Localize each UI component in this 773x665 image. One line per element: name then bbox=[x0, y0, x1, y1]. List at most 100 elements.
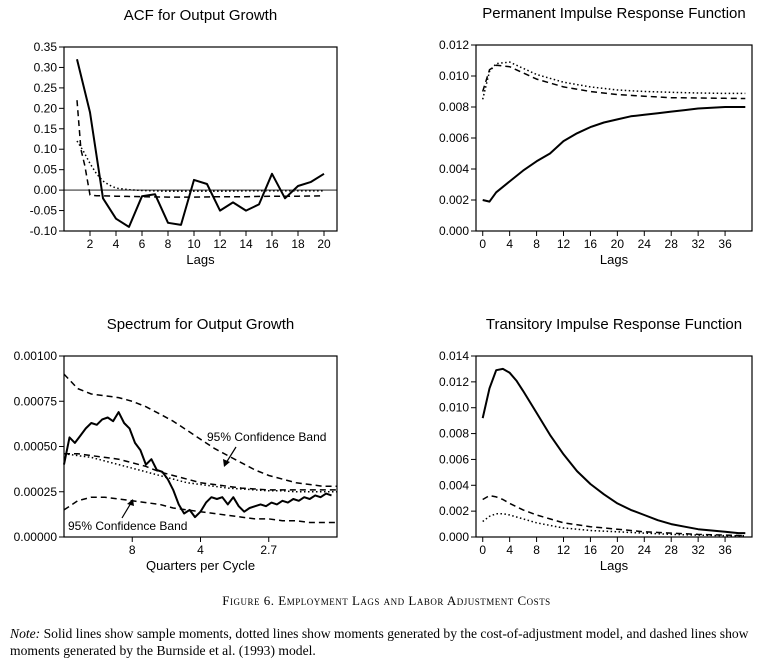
y-tick-label: 0.20 bbox=[34, 101, 58, 115]
x-tick-label: 16 bbox=[265, 237, 279, 251]
series-line-dashed bbox=[76, 100, 325, 198]
x-tick-label: 16 bbox=[584, 237, 598, 251]
x-tick-label: 4 bbox=[197, 543, 204, 557]
y-tick-label: 0.10 bbox=[34, 142, 58, 156]
panel-acf: ACF for Output Growth Lags -0.10 -0.05 0.0… bbox=[30, 7, 338, 267]
series-line-dotted bbox=[76, 140, 324, 193]
x-axis-label: Lags bbox=[600, 252, 629, 267]
x-tick-label: 0 bbox=[479, 237, 486, 251]
series-line-solid bbox=[482, 106, 746, 203]
x-tick-label: 8 bbox=[533, 237, 540, 251]
y-tick-label: -0.10 bbox=[30, 224, 58, 238]
x-tick-label: 2 bbox=[87, 237, 94, 251]
y-tick-label: 0.008 bbox=[439, 427, 469, 441]
x-tick-label: 14 bbox=[239, 237, 253, 251]
x-tick-label: 20 bbox=[611, 237, 625, 251]
figure-caption: Figure 6. Employment Lags and Labor Adju… bbox=[222, 593, 551, 608]
series-line-dotted bbox=[481, 61, 746, 100]
x-tick-label: 4 bbox=[506, 237, 513, 251]
series-line-dashed bbox=[63, 373, 337, 488]
x-tick-label: 32 bbox=[691, 237, 705, 251]
x-tick-label: 24 bbox=[638, 237, 652, 251]
y-tick-label: 0.012 bbox=[439, 375, 469, 389]
y-tick-label: 0.004 bbox=[439, 162, 469, 176]
annotation-arrowhead-upper bbox=[223, 459, 230, 467]
x-tick-label: 20 bbox=[611, 543, 625, 557]
x-tick-label: 2.7 bbox=[260, 543, 277, 557]
x-tick-label: 10 bbox=[187, 237, 201, 251]
y-tick-label: 0.30 bbox=[34, 60, 58, 74]
series-line-dashed bbox=[64, 452, 337, 491]
chart-title: ACF for Output Growth bbox=[124, 7, 277, 24]
note-text: Solid lines show sample moments, dotted … bbox=[10, 626, 749, 658]
x-tick-label: 6 bbox=[139, 237, 146, 251]
y-tick-label: 0.00100 bbox=[14, 349, 58, 363]
plot-frame bbox=[63, 46, 338, 232]
x-tick-label: 20 bbox=[317, 237, 331, 251]
annotation-arrow-upper bbox=[225, 446, 237, 464]
x-tick-label: 4 bbox=[506, 543, 513, 557]
y-tick-label: 0.35 bbox=[34, 40, 58, 54]
panel-permanent-irf: Permanent Impulse Response Function Lags… bbox=[439, 5, 753, 267]
series-line-solid bbox=[76, 59, 325, 228]
annotation-arrowhead-lower bbox=[127, 499, 134, 506]
series-line-dashed bbox=[63, 496, 337, 524]
series-line-solid bbox=[481, 367, 746, 535]
y-tick-label: 0.00025 bbox=[14, 485, 58, 499]
note-label: Note: bbox=[10, 626, 41, 641]
x-tick-label: 36 bbox=[718, 237, 732, 251]
series-line-dashed bbox=[481, 64, 746, 100]
y-tick-label: 0.15 bbox=[34, 122, 58, 136]
y-tick-label: 0.00075 bbox=[14, 394, 58, 408]
x-tick-label: 12 bbox=[557, 237, 571, 251]
y-tick-label: 0.25 bbox=[34, 81, 58, 95]
y-tick-label: 0.05 bbox=[34, 163, 58, 177]
y-tick-label: 0.008 bbox=[439, 100, 469, 114]
y-tick-label: 0.012 bbox=[439, 38, 469, 52]
x-tick-label: 8 bbox=[165, 237, 172, 251]
y-tick-label: 0.002 bbox=[439, 193, 469, 207]
x-axis-label: Quarters per Cycle bbox=[146, 558, 255, 573]
chart-title: Transitory Impulse Response Function bbox=[486, 316, 742, 333]
panel-spectrum: Spectrum for Output Growth Quarters per … bbox=[14, 316, 338, 573]
plot-frame bbox=[475, 44, 753, 232]
y-tick-label: 0.010 bbox=[439, 69, 469, 83]
x-tick-label: 28 bbox=[665, 543, 679, 557]
x-tick-label: 4 bbox=[113, 237, 120, 251]
y-tick-label: 0.010 bbox=[439, 401, 469, 415]
figure-note: Note: Solid lines show sample moments, d… bbox=[10, 625, 765, 659]
y-tick-label: 0.006 bbox=[439, 131, 469, 145]
x-tick-label: 8 bbox=[533, 543, 540, 557]
x-tick-label: 24 bbox=[638, 543, 652, 557]
x-axis-label: Lags bbox=[186, 252, 215, 267]
chart-title: Permanent Impulse Response Function bbox=[482, 5, 745, 22]
annotation-upper-band: 95% Confidence Band bbox=[207, 430, 326, 444]
x-tick-label: 12 bbox=[557, 543, 571, 557]
x-tick-label: 0 bbox=[479, 543, 486, 557]
y-tick-label: 0.002 bbox=[439, 504, 469, 518]
y-tick-label: 0.00 bbox=[34, 183, 58, 197]
series-line-dotted bbox=[63, 452, 337, 493]
figure-panels: ACF for Output Growth Lags -0.10 -0.05 0.0… bbox=[14, 5, 753, 573]
panel-transitory-irf: Transitory Impulse Response Function Lag… bbox=[439, 316, 753, 573]
chart-title: Spectrum for Output Growth bbox=[107, 316, 295, 333]
y-tick-label: 0.000 bbox=[439, 530, 469, 544]
x-tick-label: 18 bbox=[291, 237, 305, 251]
series-line-dotted bbox=[482, 512, 746, 537]
y-tick-label: 0.000 bbox=[439, 224, 469, 238]
y-tick-label: 0.004 bbox=[439, 478, 469, 492]
x-tick-label: 12 bbox=[213, 237, 227, 251]
x-tick-label: 32 bbox=[691, 543, 705, 557]
x-tick-label: 16 bbox=[584, 543, 598, 557]
plot-frame bbox=[475, 355, 753, 538]
x-tick-label: 28 bbox=[665, 237, 679, 251]
x-tick-label: 8 bbox=[129, 543, 136, 557]
y-tick-label: 0.006 bbox=[439, 452, 469, 466]
y-tick-label: 0.014 bbox=[439, 349, 469, 363]
series-line-solid bbox=[63, 411, 332, 519]
annotation-arrow-lower bbox=[121, 502, 132, 519]
y-tick-label: -0.05 bbox=[30, 204, 58, 218]
x-axis-label: Lags bbox=[600, 558, 629, 573]
y-tick-label: 0.00000 bbox=[14, 530, 58, 544]
y-tick-label: 0.00050 bbox=[14, 440, 58, 454]
